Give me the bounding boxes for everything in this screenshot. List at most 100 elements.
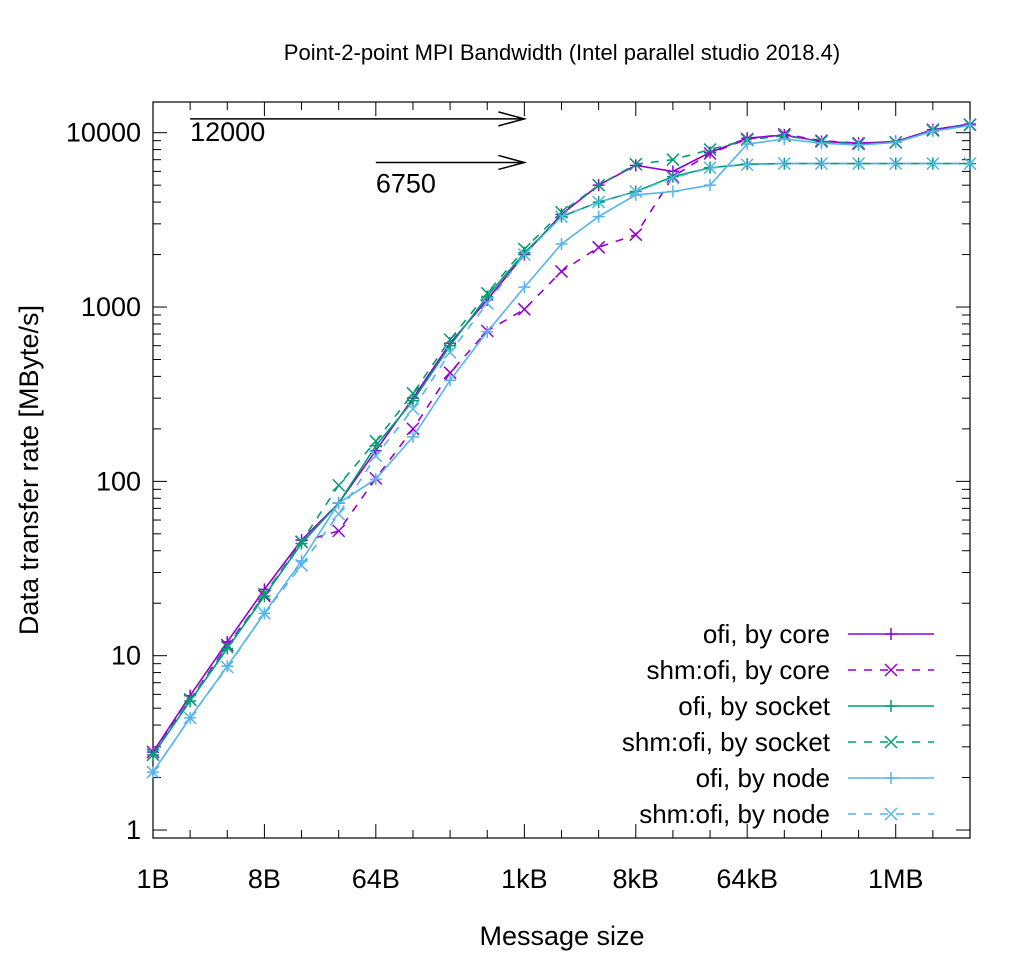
legend-marker	[884, 735, 898, 749]
data-point	[295, 558, 309, 572]
data-point	[443, 333, 457, 347]
x-axis: 1B 8B 64B 1kB 8kB 64kB 1MB	[136, 102, 971, 894]
data-point	[963, 157, 977, 171]
data-point	[480, 296, 494, 310]
arrow-head	[498, 111, 528, 127]
legend-marker	[884, 807, 898, 821]
data-point	[406, 402, 420, 416]
data-point	[517, 242, 531, 256]
data-point	[406, 430, 419, 443]
data-point	[146, 765, 160, 779]
data-point	[332, 524, 346, 538]
data-point	[703, 146, 717, 161]
y-axis-label: Data transfer rate [MByte/s]	[14, 305, 44, 635]
data-point	[592, 240, 606, 254]
data-point	[629, 157, 643, 171]
data-point	[443, 345, 457, 359]
data-point	[889, 157, 903, 171]
y-tick-label: 10000	[66, 118, 141, 148]
legend-marker	[885, 700, 897, 712]
legend-marker	[885, 628, 897, 640]
data-point	[517, 302, 531, 316]
x-tick-label: 8B	[248, 864, 281, 894]
data-point	[146, 748, 160, 762]
annotation-label: 6750	[376, 168, 436, 198]
data-point	[926, 125, 939, 138]
legend-label: ofi, by node	[696, 763, 830, 793]
data-point	[406, 422, 420, 436]
data-point	[332, 497, 345, 510]
x-tick-label: 64kB	[716, 864, 778, 894]
data-point	[704, 179, 717, 192]
data-point	[257, 587, 271, 601]
data-point	[629, 159, 642, 172]
data-point	[852, 157, 866, 171]
data-point	[406, 386, 420, 400]
x-tick-label: 64B	[352, 864, 400, 894]
series-layer	[146, 118, 977, 779]
data-point	[740, 158, 754, 172]
series-line	[152, 162, 970, 756]
y-tick-label: 100	[96, 466, 141, 496]
data-point	[518, 281, 531, 294]
data-point	[444, 374, 457, 387]
data-point	[815, 137, 828, 150]
data-point	[592, 195, 606, 209]
x-axis-label: Message size	[479, 921, 644, 951]
data-point	[220, 640, 234, 654]
annotation-label: 12000	[190, 117, 265, 147]
data-point	[629, 228, 643, 242]
data-point	[481, 325, 494, 338]
data-point	[889, 136, 902, 149]
data-point	[703, 143, 717, 157]
data-point	[926, 157, 940, 171]
legend-label: shm:ofi, by node	[639, 799, 830, 829]
legend-label: ofi, by socket	[678, 691, 831, 721]
y-tick-label: 10	[111, 641, 141, 671]
data-point	[741, 138, 754, 151]
legend-marker	[884, 663, 898, 677]
data-point	[369, 449, 383, 463]
data-point	[517, 248, 531, 262]
legend-marker	[885, 772, 897, 784]
data-point	[666, 153, 680, 167]
data-point	[554, 205, 569, 219]
y-tick-label: 1000	[81, 292, 141, 322]
data-point	[183, 711, 197, 725]
data-point	[369, 473, 382, 486]
legend-label: shm:ofi, by socket	[622, 727, 831, 757]
data-point	[183, 693, 197, 707]
data-point	[332, 478, 346, 492]
data-point	[555, 237, 568, 250]
data-point	[703, 161, 717, 175]
data-point	[814, 157, 828, 171]
data-point	[554, 264, 569, 278]
arrow-head	[498, 154, 528, 171]
y-tick-label: 1	[126, 815, 141, 845]
data-point	[406, 394, 419, 407]
legend-label: ofi, by core	[703, 619, 830, 649]
data-point	[295, 537, 308, 550]
data-point	[332, 507, 346, 521]
annotations: 12000 6750	[190, 111, 528, 198]
data-point	[295, 535, 309, 549]
legend-label: shm:ofi, by core	[646, 655, 830, 685]
data-point	[666, 185, 679, 198]
series-line	[152, 162, 970, 773]
data-point	[592, 210, 605, 223]
data-point	[592, 178, 606, 192]
data-point	[964, 119, 976, 132]
y-axis: 1 10 100 1000 10000	[66, 118, 970, 845]
x-tick-label: 1kB	[501, 864, 548, 894]
data-point	[258, 589, 271, 602]
chart-title: Point-2-point MPI Bandwidth (Intel paral…	[284, 40, 840, 65]
data-point	[629, 184, 643, 199]
legend: ofi, by core shm:ofi, by core ofi, by sock…	[622, 619, 934, 829]
data-point	[554, 210, 569, 224]
data-point	[443, 366, 457, 380]
x-tick-label: 1B	[136, 864, 169, 894]
data-point	[666, 171, 680, 185]
data-point	[369, 434, 383, 448]
data-point	[220, 660, 234, 674]
